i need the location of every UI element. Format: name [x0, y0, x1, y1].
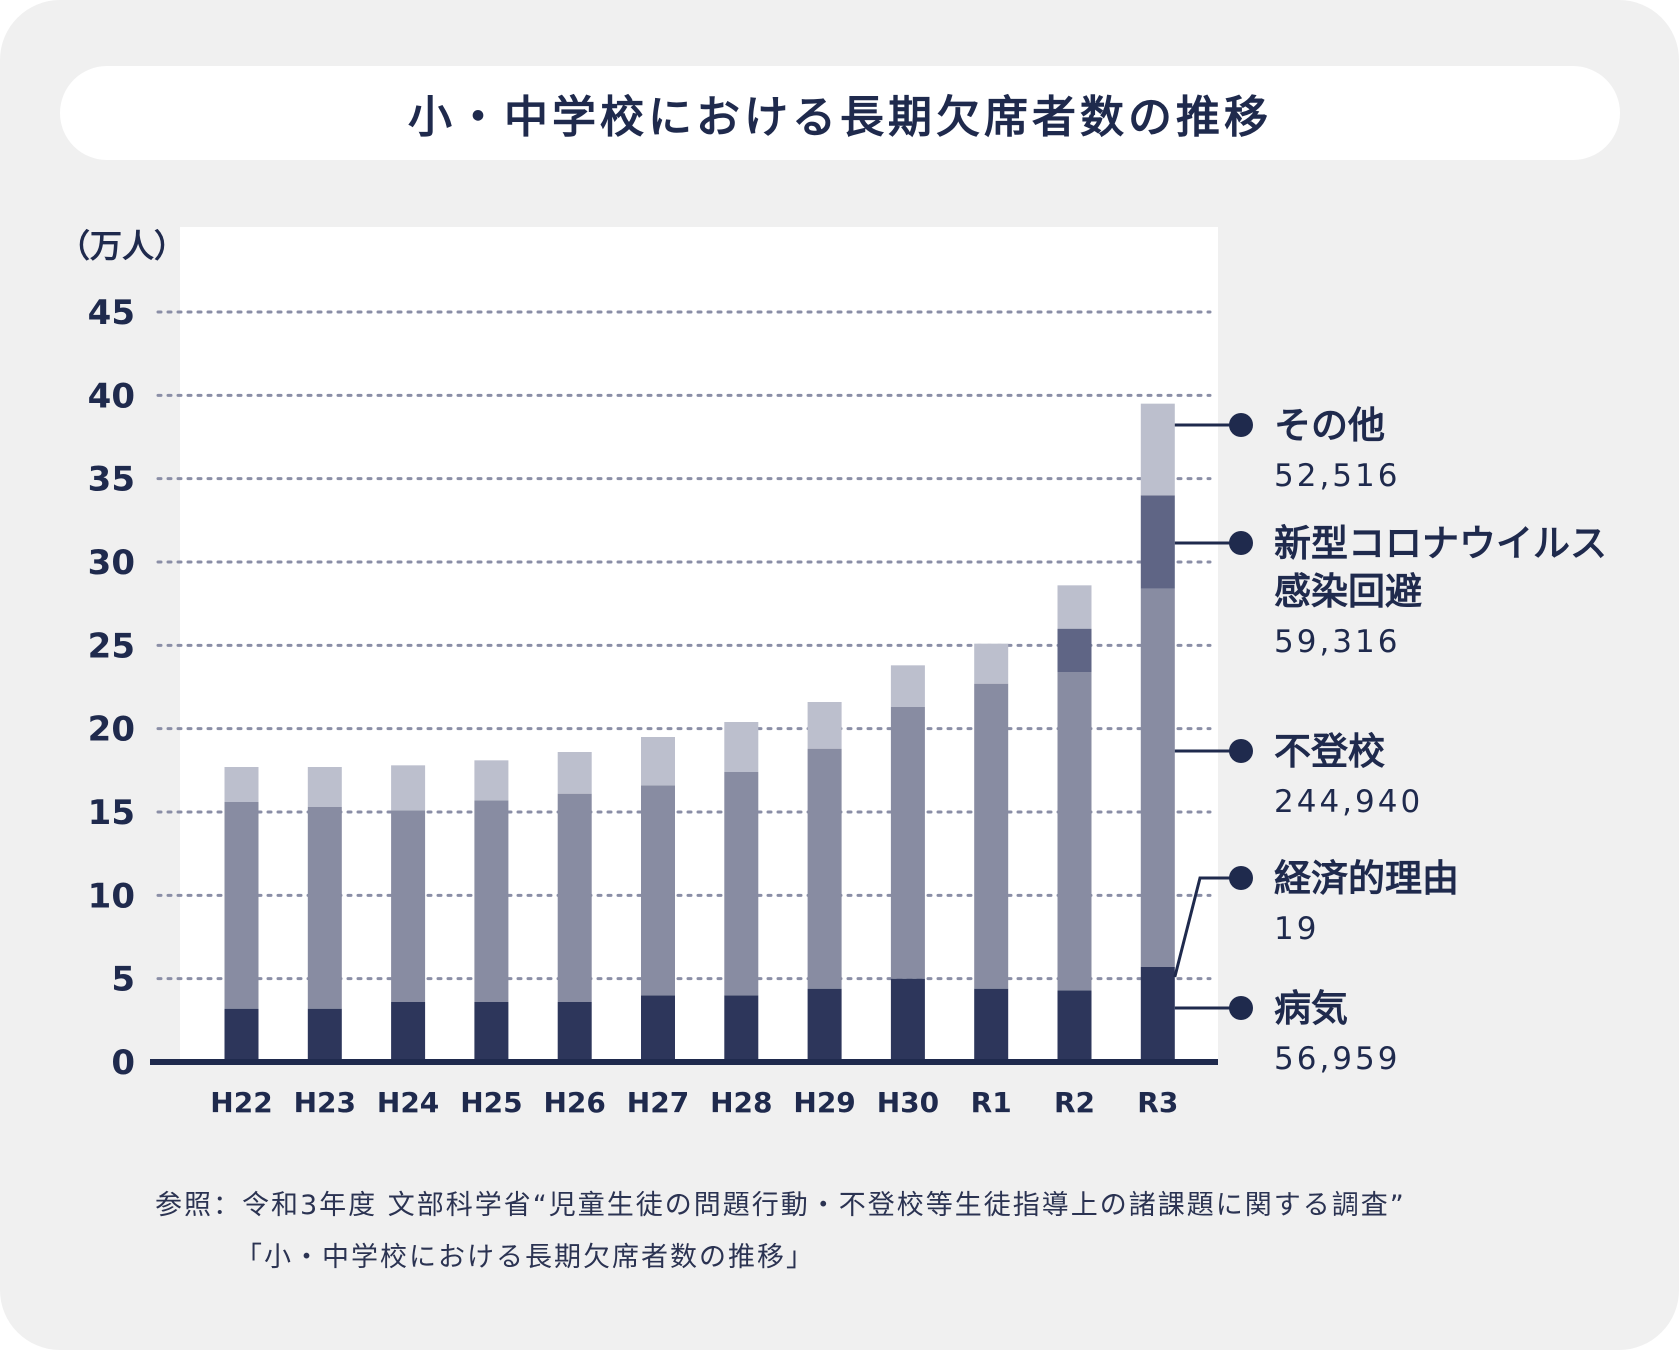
bar-segment [557, 793, 592, 1002]
legend-label: 不登校 [1274, 730, 1385, 773]
bar-segment [974, 683, 1009, 989]
y-axis-label: （万人） [58, 227, 186, 265]
legend-dot [1229, 531, 1253, 555]
bar-segment [224, 1008, 259, 1062]
bar-segment [641, 737, 675, 786]
bar-segment [1057, 990, 1092, 1062]
x-tick-label: H22 [210, 1086, 272, 1119]
bar-segment [890, 707, 925, 979]
legend-label: 病気 [1274, 987, 1348, 1030]
legend-label: 経済的理由 [1274, 857, 1459, 900]
legend-value: 52,516 [1274, 458, 1400, 494]
bar-segment [1057, 585, 1092, 629]
y-tick-label: 25 [88, 626, 135, 666]
x-tick-label: H30 [877, 1086, 939, 1119]
bar-segment [1140, 403, 1175, 496]
bar-segment [474, 800, 509, 1002]
title-banner: 小・中学校における長期欠席者数の推移 [60, 66, 1620, 160]
bar-segment [724, 722, 759, 772]
legend-label: その他 [1274, 404, 1385, 447]
x-tick-label: R1 [971, 1086, 1012, 1119]
bar-segment [724, 995, 759, 1062]
legend-dot [1229, 413, 1253, 437]
y-tick-label: 5 [111, 960, 135, 1000]
source-line-2: 「小・中学校における長期欠席者数の推移」 [235, 1242, 815, 1273]
bar-segment [1057, 628, 1092, 672]
bar-segment [1057, 672, 1092, 991]
bar-segment [391, 810, 426, 1002]
x-tick-label: H25 [460, 1086, 522, 1119]
bar-segment [391, 1002, 426, 1062]
bar-segment [224, 802, 259, 1009]
y-tick-label: 40 [88, 376, 135, 416]
legend-label: 新型コロナウイルス [1274, 522, 1607, 565]
legend-dot [1229, 866, 1253, 890]
bar-segment [641, 995, 675, 1062]
bar-segment [307, 807, 342, 1009]
x-tick-label: H28 [710, 1086, 772, 1119]
bar-segment [974, 643, 1009, 684]
x-tick-label: H26 [543, 1086, 605, 1119]
bar-segment [724, 772, 759, 996]
x-tick-label: H27 [627, 1086, 689, 1119]
source-line-1: 参照：令和3年度 文部科学省“児童生徒の問題行動・不登校等生徒指導上の諸課題に関… [155, 1190, 1406, 1221]
bar-segment [224, 767, 259, 802]
x-tick-label: R2 [1054, 1086, 1095, 1119]
bar-segment [890, 665, 925, 707]
legend-value: 56,959 [1274, 1041, 1400, 1077]
source-note: 参照：令和3年度 文部科学省“児童生徒の問題行動・不登校等生徒指導上の諸課題に関… [155, 1180, 1406, 1284]
legend-value: 59,316 [1274, 624, 1400, 660]
legend-dot [1229, 739, 1253, 763]
bar-segment [890, 978, 925, 1062]
bar-segment [1140, 495, 1175, 589]
bar-segment [641, 785, 675, 996]
y-tick-label: 0 [111, 1043, 135, 1083]
legend-value: 19 [1274, 911, 1319, 947]
x-tick-label: R3 [1137, 1086, 1178, 1119]
bar-segment [474, 760, 509, 801]
legend-value: 244,940 [1274, 784, 1423, 820]
y-tick-label: 15 [88, 793, 135, 833]
bar-segment [1140, 967, 1175, 1062]
bars [224, 403, 1175, 1062]
bar-segment [391, 765, 426, 811]
legend-dot [1229, 996, 1253, 1020]
chart-title: 小・中学校における長期欠席者数の推移 [408, 92, 1272, 143]
bar-segment [974, 988, 1009, 1062]
x-tick-label: H24 [377, 1086, 439, 1119]
legend-label-line2: 感染回避 [1274, 570, 1422, 613]
y-tick-label: 35 [88, 460, 135, 500]
bar-segment [307, 1008, 342, 1062]
bar-segment [307, 767, 342, 807]
bar-segment [1140, 588, 1175, 967]
x-tick-label: H23 [294, 1086, 356, 1119]
bar-segment [474, 1002, 509, 1062]
bar-segment [557, 752, 592, 794]
bar-segment [807, 748, 842, 989]
bar-segment [557, 1002, 592, 1062]
y-tick-label: 10 [88, 876, 135, 916]
x-tick-label: H29 [793, 1086, 855, 1119]
legend-connector [1173, 876, 1241, 978]
bar-segment [807, 702, 842, 749]
y-tick-label: 30 [88, 543, 135, 583]
axes: （万人） 0 5 10 15 20 25 30 35 40 45 H22 H23 H24 H25 H26 H27… [58, 227, 1218, 1119]
bar-segment [807, 988, 842, 1062]
y-tick-label: 45 [88, 293, 135, 333]
y-tick-label: 20 [88, 710, 135, 750]
